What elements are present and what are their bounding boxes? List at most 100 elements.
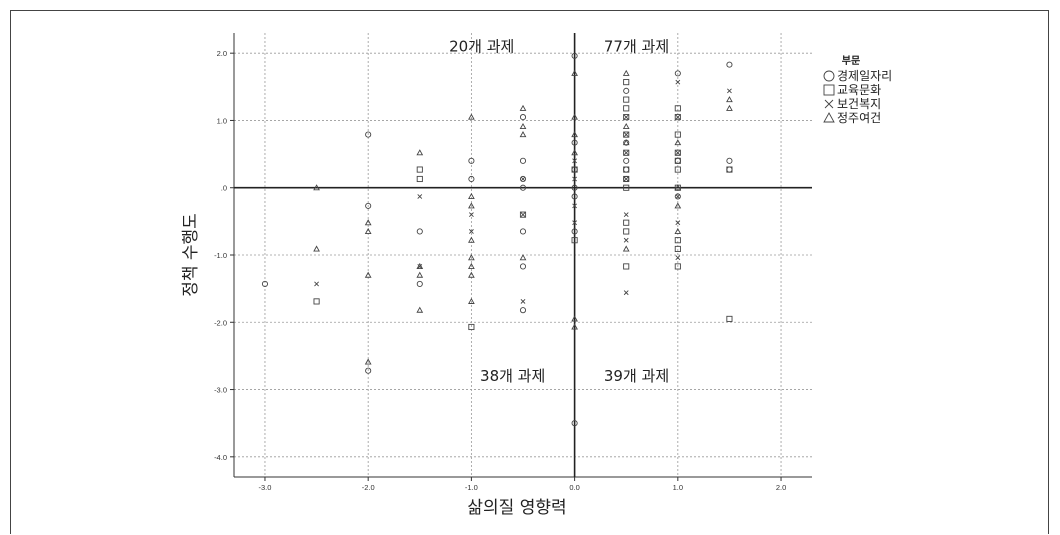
axes-layer — [230, 33, 812, 481]
data-point-x — [623, 290, 629, 296]
data-point-triangle — [674, 139, 682, 146]
data-point-x — [675, 194, 681, 199]
data-point-triangle — [416, 149, 424, 156]
series-x — [314, 79, 732, 304]
data-point-circle — [571, 52, 578, 59]
data-point-square — [571, 237, 578, 244]
data-point-triangle — [468, 192, 475, 200]
quadrant-count-label: 38개 과제 — [480, 367, 545, 385]
data-point-triangle — [364, 271, 372, 278]
data-point-square — [674, 105, 681, 112]
data-point-circle — [623, 87, 630, 94]
data-point-circle — [365, 367, 372, 374]
data-point-triangle — [313, 184, 320, 191]
data-point-x — [623, 212, 629, 218]
y-tick-label: -1.0 — [214, 251, 227, 260]
data-point-triangle — [622, 122, 630, 130]
x-tick-label: 0.0 — [569, 483, 579, 492]
data-point-triangle — [519, 254, 527, 261]
data-point-square — [674, 149, 681, 156]
data-point-triangle — [571, 149, 578, 156]
legend-marker-circle — [823, 70, 835, 82]
data-point-triangle — [519, 131, 527, 138]
data-point-x — [623, 176, 629, 182]
data-point-circle — [261, 280, 269, 287]
data-point-x — [572, 158, 578, 164]
data-point-square — [623, 184, 630, 191]
data-point-circle — [416, 228, 423, 235]
data-point-triangle — [622, 139, 630, 146]
data-point-circle — [571, 184, 578, 191]
data-point-square — [623, 175, 630, 183]
data-point-circle — [623, 166, 630, 173]
data-point-triangle — [519, 122, 527, 130]
data-point-x — [572, 176, 578, 182]
data-point-circle — [726, 61, 733, 68]
data-point-x — [675, 114, 681, 120]
data-point-x — [675, 220, 681, 226]
data-point-triangle — [468, 113, 475, 120]
data-point-square — [726, 166, 733, 173]
data-point-square — [571, 166, 578, 173]
data-point-circle — [416, 280, 423, 287]
data-point-triangle — [416, 262, 424, 269]
data-point-circle — [365, 202, 372, 209]
data-point-square — [623, 96, 630, 103]
data-point-square — [674, 157, 681, 164]
x-tick-label: -1.0 — [465, 483, 478, 492]
data-point-triangle — [519, 104, 527, 111]
data-point-triangle — [468, 297, 475, 304]
legend-entry-label: 경제일자리 — [837, 69, 892, 83]
quadrant-count-label: 39개 과제 — [604, 367, 669, 385]
data-point-square — [623, 228, 630, 235]
marks-layer — [261, 52, 733, 427]
data-point-circle — [674, 70, 681, 77]
data-point-x — [468, 229, 474, 234]
data-point-triangle — [571, 113, 578, 120]
y-tick-label: 1.0 — [217, 116, 227, 125]
data-point-circle — [365, 131, 372, 138]
legend-title: 부문 — [842, 55, 860, 67]
data-point-circle — [519, 184, 527, 191]
x-tick-label: 1.0 — [673, 483, 683, 492]
data-point-square — [674, 114, 681, 121]
legend-marker-triangle — [823, 112, 835, 123]
data-point-x — [468, 212, 474, 218]
y-tick-label: -3.0 — [214, 386, 227, 395]
data-point-triangle — [313, 245, 320, 252]
data-point-square — [674, 237, 681, 244]
data-point-square — [623, 114, 630, 121]
data-point-circle — [519, 307, 527, 314]
data-point-x — [623, 114, 629, 120]
data-point-triangle — [468, 271, 475, 278]
data-point-triangle — [364, 219, 372, 226]
x-tick-label: -2.0 — [362, 483, 375, 492]
data-point-triangle — [416, 271, 424, 278]
data-point-square — [623, 131, 630, 138]
data-point-circle — [519, 114, 527, 121]
data-point-triangle — [364, 227, 372, 234]
x-axis-label: 삶의질 영향력 — [467, 498, 566, 518]
data-point-x — [572, 203, 578, 209]
data-point-triangle — [571, 323, 578, 330]
data-point-square — [313, 298, 320, 305]
data-point-x — [417, 264, 423, 269]
data-point-x — [520, 212, 526, 218]
data-point-circle — [571, 193, 578, 200]
data-point-circle — [519, 157, 527, 164]
data-point-square — [416, 175, 423, 183]
data-point-square — [468, 323, 475, 331]
series-triangle — [313, 69, 733, 365]
data-point-square — [726, 315, 733, 322]
data-point-square — [623, 149, 630, 156]
data-point-square — [623, 105, 630, 112]
data-point-x — [520, 299, 526, 304]
quadrant-count-label: 20개 과제 — [449, 37, 514, 55]
data-point-square — [674, 131, 681, 138]
y-tick-label: .0 — [221, 184, 227, 193]
data-point-triangle — [674, 227, 682, 234]
x-tick-label: 2.0 — [776, 483, 786, 492]
data-point-x — [727, 88, 732, 94]
data-point-triangle — [364, 358, 372, 365]
data-point-circle — [726, 157, 733, 164]
